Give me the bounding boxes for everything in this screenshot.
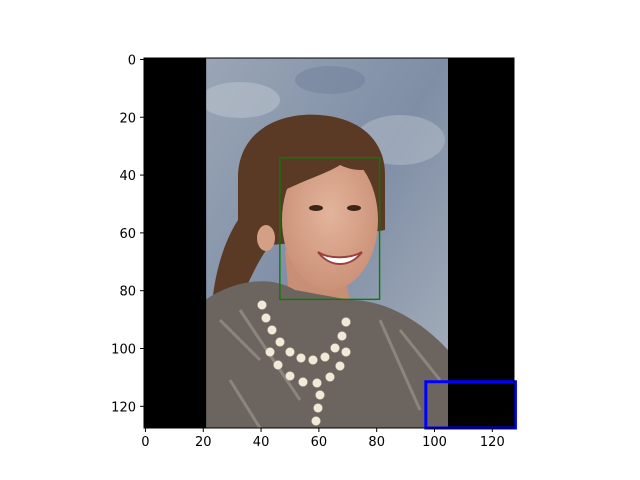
right-black-bar (448, 58, 514, 428)
y-tick-label: 100 (111, 343, 136, 358)
x-tick-label: 40 (253, 435, 270, 450)
y-tick-label: 80 (119, 285, 136, 300)
ear (257, 225, 275, 251)
x-tick-label: 80 (368, 435, 385, 450)
x-axis: 0 20 40 60 80 100 120 (141, 428, 505, 450)
y-tick-label: 0 (128, 53, 136, 68)
cloud (295, 66, 365, 94)
y-tick-label: 20 (119, 111, 136, 126)
pearl-necklace (257, 300, 351, 426)
eye (347, 205, 361, 211)
x-tick-label: 120 (480, 435, 505, 450)
eye (309, 205, 323, 211)
smile (317, 251, 363, 265)
y-tick-label: 120 (111, 400, 136, 415)
x-tick-label: 0 (141, 435, 149, 450)
x-tick-label: 20 (195, 435, 212, 450)
y-tick-label: 40 (119, 169, 136, 184)
photo-content (200, 58, 448, 428)
y-tick-label: 60 (119, 227, 136, 242)
left-black-bar (144, 58, 207, 428)
y-axis: 0 20 40 60 80 100 120 (111, 53, 144, 415)
face-bounding-box (279, 157, 381, 301)
x-tick-label: 100 (422, 435, 447, 450)
cloud (200, 82, 280, 118)
photo (144, 58, 514, 428)
axes-frame (143, 57, 515, 429)
x-tick-label: 60 (311, 435, 328, 450)
bangs (285, 140, 380, 190)
